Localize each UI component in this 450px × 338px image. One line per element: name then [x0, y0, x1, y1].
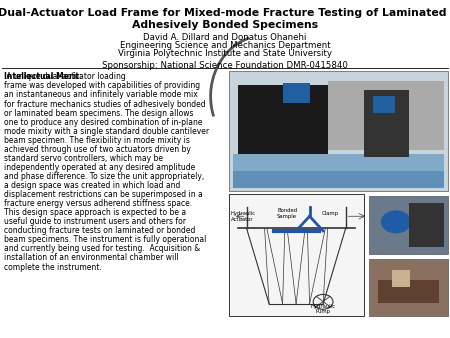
Bar [410, 203, 444, 247]
Text: Bonded
Sample: Bonded Sample [277, 209, 297, 219]
Text: Hydraulic
Actuator: Hydraulic Actuator [231, 211, 256, 222]
Text: Hydraulic
Pump: Hydraulic Pump [310, 304, 336, 314]
Bar [233, 157, 444, 188]
Text: Sponsorship: National Science Foundation DMR-0415840: Sponsorship: National Science Foundation… [102, 61, 348, 70]
Text: Intellectual Merit:: Intellectual Merit: [4, 72, 82, 81]
Text: mode mixity with a single standard double cantilever: mode mixity with a single standard doubl… [4, 127, 209, 136]
Text: useful guide to instrument users and others for: useful guide to instrument users and oth… [4, 217, 185, 226]
Text: A Dual-Actuator Load Frame for Mixed-mode Fracture Testing of Laminated or: A Dual-Actuator Load Frame for Mixed-mod… [0, 8, 450, 19]
Text: A unique dual-actuator loading: A unique dual-actuator loading [4, 72, 126, 81]
Text: one to produce any desired combination of in-plane: one to produce any desired combination o… [4, 118, 202, 127]
Text: beam specimen. The flexibility in mode mixity is: beam specimen. The flexibility in mode m… [4, 136, 189, 145]
Bar [233, 154, 444, 171]
Bar [392, 270, 410, 287]
Text: installation of an environmental chamber will: installation of an environmental chamber… [4, 254, 178, 263]
Bar [369, 259, 448, 316]
Text: an instantaneous and infinitely variable mode mix: an instantaneous and infinitely variable… [4, 91, 198, 99]
Bar [238, 84, 328, 164]
Text: standard servo controllers, which may be: standard servo controllers, which may be [4, 154, 162, 163]
Text: Engineering Science and Mechanics Department: Engineering Science and Mechanics Depart… [120, 41, 330, 50]
Text: This design space approach is expected to be a: This design space approach is expected t… [4, 208, 186, 217]
Bar [373, 96, 395, 113]
Text: complete the instrument.: complete the instrument. [4, 263, 101, 271]
Text: fracture energy versus adherend stiffness space.: fracture energy versus adherend stiffnes… [4, 199, 192, 208]
Circle shape [382, 211, 410, 233]
Text: Virginia Polytechnic Institute and State University: Virginia Polytechnic Institute and State… [118, 49, 332, 58]
Text: a design space was created in which load and: a design space was created in which load… [4, 181, 180, 190]
Text: frame was developed with capabilities of providing: frame was developed with capabilities of… [4, 81, 200, 90]
Text: and phase difference. To size the unit appropriately,: and phase difference. To size the unit a… [4, 172, 204, 181]
Text: conducting fracture tests on laminated or bonded: conducting fracture tests on laminated o… [4, 226, 195, 235]
Bar [283, 83, 310, 103]
Text: Clamp: Clamp [321, 211, 338, 216]
Text: Adhesively Bonded Specimens: Adhesively Bonded Specimens [132, 20, 318, 30]
Text: and currently being used for testing.  Acquisition &: and currently being used for testing. Ac… [4, 244, 200, 254]
Text: displacement restrictions can be superimposed in a: displacement restrictions can be superim… [4, 190, 202, 199]
Bar [328, 81, 444, 150]
Bar [378, 280, 439, 303]
Text: for fracture mechanics studies of adhesively bonded: for fracture mechanics studies of adhesi… [4, 99, 205, 108]
Bar [229, 194, 364, 316]
Text: beam specimens. The instrument is fully operational: beam specimens. The instrument is fully … [4, 235, 206, 244]
Bar [229, 71, 448, 191]
Bar [369, 196, 448, 254]
Bar [364, 90, 409, 157]
Text: independently operated at any desired amplitude: independently operated at any desired am… [4, 163, 195, 172]
Text: David A. Dillard and Donatus Ohanehi: David A. Dillard and Donatus Ohanehi [143, 33, 307, 42]
Text: or laminated beam specimens. The design allows: or laminated beam specimens. The design … [4, 108, 193, 118]
Text: achieved through use of two actuators driven by: achieved through use of two actuators dr… [4, 145, 190, 154]
